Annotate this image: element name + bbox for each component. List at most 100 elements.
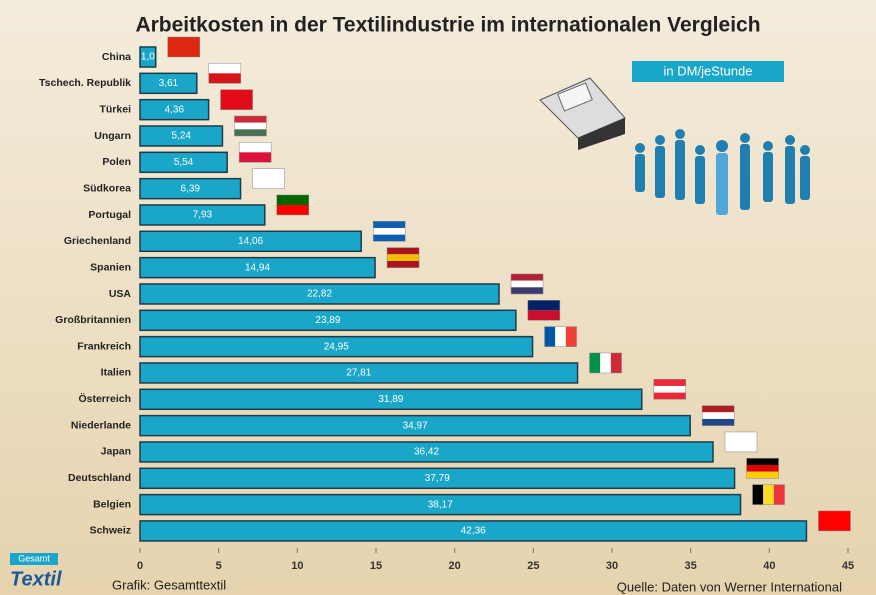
value-label: 3,61 bbox=[159, 78, 179, 89]
x-tick-label: 20 bbox=[449, 560, 461, 572]
value-label: 42,36 bbox=[461, 526, 486, 537]
y-tick-label: Großbritannien bbox=[55, 314, 131, 326]
flag-stripe bbox=[277, 195, 309, 205]
flag-stripe bbox=[277, 205, 309, 215]
flag bbox=[590, 353, 622, 373]
x-tick-label: 35 bbox=[685, 560, 697, 572]
x-tick-label: 25 bbox=[527, 560, 539, 572]
y-tick-label: Österreich bbox=[78, 392, 131, 405]
y-tick-label: Griechenland bbox=[64, 235, 131, 247]
flag-stripe bbox=[373, 228, 405, 235]
value-label: 38,17 bbox=[428, 499, 453, 510]
flag bbox=[753, 485, 785, 505]
flag-stripe bbox=[511, 281, 543, 288]
value-label: 23,89 bbox=[315, 315, 340, 326]
value-label: 36,42 bbox=[414, 447, 439, 458]
value-label: 24,95 bbox=[324, 341, 349, 352]
flag-stripe bbox=[654, 393, 686, 400]
y-tick-label: Japan bbox=[101, 446, 131, 458]
source: Quelle: Daten von Werner International bbox=[617, 579, 842, 594]
flag-stripe bbox=[654, 379, 686, 386]
y-tick-label: Ungarn bbox=[94, 130, 131, 142]
flag-stripe bbox=[253, 169, 285, 189]
logo-top: Gesamt bbox=[18, 553, 50, 563]
flag-stripe bbox=[209, 63, 241, 73]
flag bbox=[253, 169, 285, 189]
flag bbox=[277, 195, 309, 215]
flag bbox=[747, 458, 779, 478]
y-tick-label: China bbox=[102, 51, 131, 63]
value-label: 5,24 bbox=[171, 131, 191, 142]
flag-stripe bbox=[702, 419, 734, 426]
value-label: 34,97 bbox=[403, 420, 428, 431]
y-tick-label: Tschech. Republik bbox=[39, 77, 131, 89]
value-label: 27,81 bbox=[346, 368, 371, 379]
flag bbox=[545, 327, 577, 347]
flag-stripe bbox=[702, 406, 734, 413]
flag-stripe bbox=[747, 465, 779, 472]
flag-stripe bbox=[221, 90, 253, 110]
y-tick-label: Italien bbox=[101, 367, 131, 379]
flag-stripe bbox=[528, 300, 560, 310]
flag-stripe bbox=[654, 386, 686, 393]
y-tick-label: Schweiz bbox=[90, 525, 131, 537]
flag bbox=[818, 511, 850, 531]
flag-stripe bbox=[239, 152, 271, 162]
x-tick-label: 5 bbox=[216, 560, 222, 572]
y-tick-label: Niederlande bbox=[71, 419, 131, 431]
flag-stripe bbox=[209, 73, 241, 83]
y-tick-label: Südkorea bbox=[83, 182, 131, 194]
value-label: 6,39 bbox=[181, 183, 201, 194]
value-label: 5,54 bbox=[174, 157, 194, 168]
flag-stripe bbox=[239, 142, 271, 152]
x-tick-label: 15 bbox=[370, 560, 382, 572]
y-tick-label: USA bbox=[109, 288, 132, 300]
flag-stripe bbox=[545, 327, 556, 347]
unit-note: in DM/jeStunde bbox=[664, 63, 753, 78]
flag-stripe bbox=[234, 116, 266, 123]
flag-stripe bbox=[702, 412, 734, 419]
flag-stripe bbox=[818, 511, 850, 531]
flag-stripe bbox=[234, 123, 266, 130]
flag-stripe bbox=[168, 37, 200, 57]
flag bbox=[221, 90, 253, 110]
flag-stripe bbox=[373, 235, 405, 242]
flag bbox=[528, 300, 560, 320]
value-label: 14,94 bbox=[245, 262, 270, 273]
y-tick-label: Polen bbox=[102, 156, 131, 168]
value-label: 4,36 bbox=[165, 104, 185, 115]
x-tick-label: 40 bbox=[763, 560, 775, 572]
x-tick-label: 45 bbox=[842, 560, 854, 572]
chart-title: Arbeitkosten in der Textilindustrie im i… bbox=[135, 14, 760, 37]
y-tick-label: Türkei bbox=[99, 103, 131, 115]
value-label: 14,06 bbox=[238, 236, 263, 247]
y-tick-label: Portugal bbox=[88, 209, 131, 221]
flag-stripe bbox=[774, 485, 785, 505]
flag bbox=[209, 63, 241, 83]
flag bbox=[168, 37, 200, 57]
flag-stripe bbox=[555, 327, 566, 347]
flag bbox=[654, 379, 686, 399]
flag-stripe bbox=[747, 472, 779, 479]
flag-stripe bbox=[763, 485, 774, 505]
flag bbox=[702, 406, 734, 426]
y-tick-label: Spanien bbox=[90, 261, 131, 273]
flag-stripe bbox=[747, 458, 779, 465]
value-label: 37,79 bbox=[425, 473, 450, 484]
chart: Arbeitkosten in der Textilindustrie im i… bbox=[0, 0, 876, 595]
y-tick-label: Frankreich bbox=[77, 340, 131, 352]
x-tick-label: 10 bbox=[291, 560, 303, 572]
credit: Grafik: Gesamttextil bbox=[112, 577, 226, 592]
flag bbox=[234, 116, 266, 136]
logo-main: Textil bbox=[10, 568, 62, 590]
flag-stripe bbox=[590, 353, 601, 373]
flag bbox=[725, 432, 757, 452]
flag-stripe bbox=[600, 353, 611, 373]
flag-stripe bbox=[528, 310, 560, 320]
value-label: 7,93 bbox=[193, 210, 213, 221]
flag-stripe bbox=[373, 221, 405, 228]
y-tick-label: Belgien bbox=[93, 498, 131, 510]
flag bbox=[373, 221, 405, 241]
value-label: 1,0 bbox=[141, 52, 155, 63]
flag bbox=[387, 248, 419, 268]
